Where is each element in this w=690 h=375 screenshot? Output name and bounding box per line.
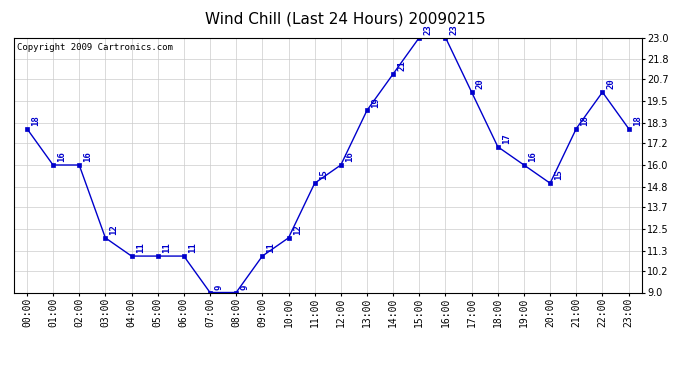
Text: 9: 9 — [240, 284, 249, 290]
Text: 18: 18 — [31, 115, 40, 126]
Text: 16: 16 — [345, 152, 354, 162]
Text: 16: 16 — [528, 152, 537, 162]
Text: Wind Chill (Last 24 Hours) 20090215: Wind Chill (Last 24 Hours) 20090215 — [205, 11, 485, 26]
Text: 15: 15 — [319, 170, 328, 180]
Text: 11: 11 — [136, 243, 145, 253]
Text: 23: 23 — [450, 24, 459, 35]
Text: 20: 20 — [607, 79, 615, 89]
Text: 17: 17 — [502, 133, 511, 144]
Text: 11: 11 — [162, 243, 171, 253]
Text: 15: 15 — [554, 170, 563, 180]
Text: 23: 23 — [424, 24, 433, 35]
Text: 12: 12 — [293, 224, 302, 235]
Text: 21: 21 — [397, 60, 406, 71]
Text: 12: 12 — [110, 224, 119, 235]
Text: 18: 18 — [580, 115, 589, 126]
Text: 19: 19 — [371, 97, 380, 108]
Text: 9: 9 — [214, 284, 223, 290]
Text: 18: 18 — [633, 115, 642, 126]
Text: Copyright 2009 Cartronics.com: Copyright 2009 Cartronics.com — [17, 43, 172, 52]
Text: 11: 11 — [266, 243, 275, 253]
Text: 11: 11 — [188, 243, 197, 253]
Text: 16: 16 — [57, 152, 66, 162]
Text: 16: 16 — [83, 152, 92, 162]
Text: 20: 20 — [476, 79, 485, 89]
